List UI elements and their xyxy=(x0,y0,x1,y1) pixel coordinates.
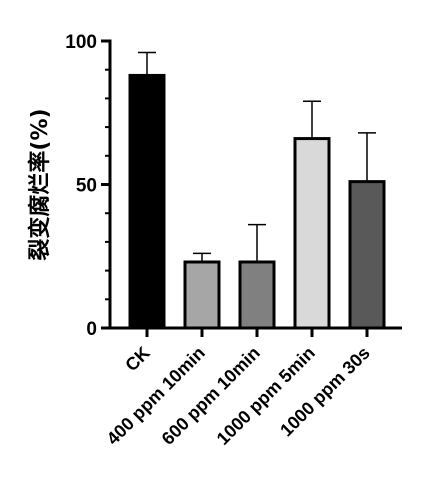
bar-5 xyxy=(348,180,386,330)
y-axis-title: 裂变腐烂率(%) xyxy=(27,108,53,260)
error-bars xyxy=(138,51,376,262)
bars xyxy=(128,73,386,330)
bar-4 xyxy=(293,137,331,330)
y-axis: 0 50 100 xyxy=(65,32,112,340)
x-tick-label: CK xyxy=(121,343,154,376)
bar-3 xyxy=(238,260,276,330)
y-tick-label: 50 xyxy=(76,176,97,197)
y-tick-label: 0 xyxy=(86,319,97,340)
bar-1 xyxy=(128,73,166,330)
x-tick-label: 1000 ppm 5min xyxy=(213,343,319,449)
bar-2 xyxy=(183,260,221,330)
x-tick-label: 600 ppm 10min xyxy=(158,343,264,449)
x-tick-label: 400 ppm 10min xyxy=(103,343,209,449)
y-tick-label: 100 xyxy=(65,32,97,53)
